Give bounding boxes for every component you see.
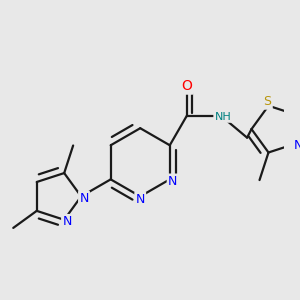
Text: N: N [136, 193, 145, 206]
Text: N: N [62, 215, 72, 228]
Text: S: S [263, 95, 272, 109]
Text: N: N [79, 192, 89, 205]
Text: N: N [168, 175, 177, 188]
Text: NH: NH [214, 112, 231, 122]
Text: O: O [182, 79, 192, 93]
Text: N: N [294, 139, 300, 152]
